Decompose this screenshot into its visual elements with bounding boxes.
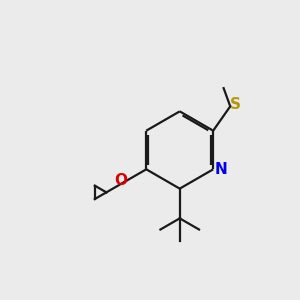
Text: N: N bbox=[214, 162, 227, 177]
Text: S: S bbox=[230, 97, 241, 112]
Text: O: O bbox=[114, 173, 127, 188]
